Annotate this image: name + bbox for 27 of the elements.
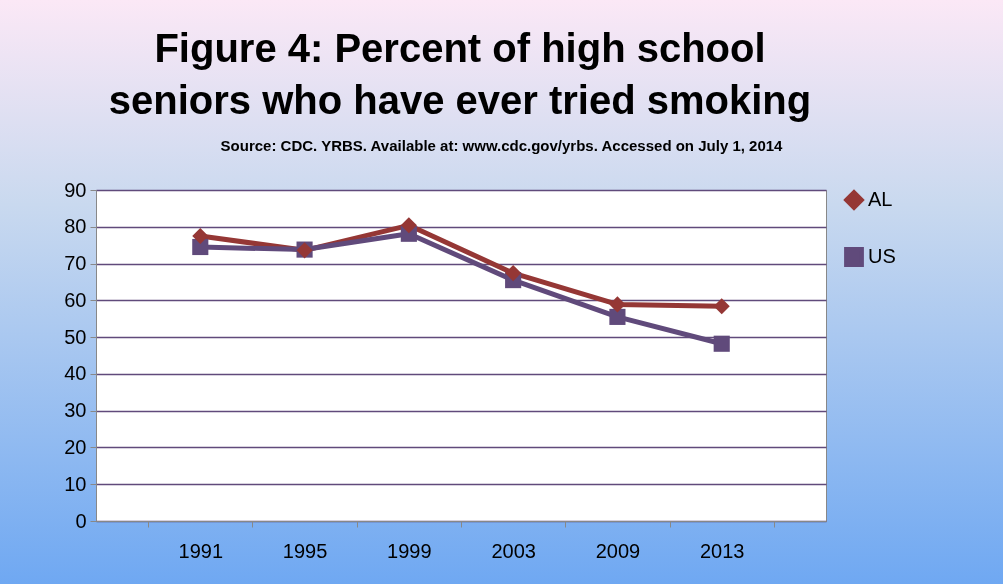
legend-label: AL xyxy=(868,188,893,210)
y-tick-label: 10 xyxy=(64,472,87,495)
point xyxy=(192,227,209,245)
y-tick-label: 70 xyxy=(64,252,87,275)
x-tick-label: 1991 xyxy=(178,539,224,562)
point xyxy=(609,308,626,325)
x-tick-label: 1999 xyxy=(387,539,432,562)
x-tick-label: 1995 xyxy=(282,539,328,562)
x-tick-label: 2003 xyxy=(491,539,536,562)
x-tick-label: 2013 xyxy=(699,539,745,562)
y-tick-label: 80 xyxy=(64,215,87,238)
point xyxy=(609,296,626,313)
y-tick-label: 60 xyxy=(64,288,87,311)
y-tick-label: 20 xyxy=(64,435,87,458)
x-tick-label: 2009 xyxy=(595,539,641,562)
y-tick-label: 40 xyxy=(64,362,87,385)
point xyxy=(400,217,417,234)
chart-title: Figure 4: Percent of high school seniors who have ever tried smoking xyxy=(107,25,813,124)
y-tick-label: 0 xyxy=(75,509,87,532)
point xyxy=(713,298,730,315)
chart-subtitle: Source: CDC. YRBS. Available at: www.cdc.gov/yrbs. Accessed on July 1, 2014 xyxy=(219,137,784,154)
legend-label: US xyxy=(868,245,896,267)
y-tick-label: 50 xyxy=(64,325,87,348)
y-tick-label: 30 xyxy=(64,399,87,422)
point xyxy=(713,335,730,352)
y-tick-label: 90 xyxy=(64,178,87,201)
point xyxy=(505,265,522,282)
